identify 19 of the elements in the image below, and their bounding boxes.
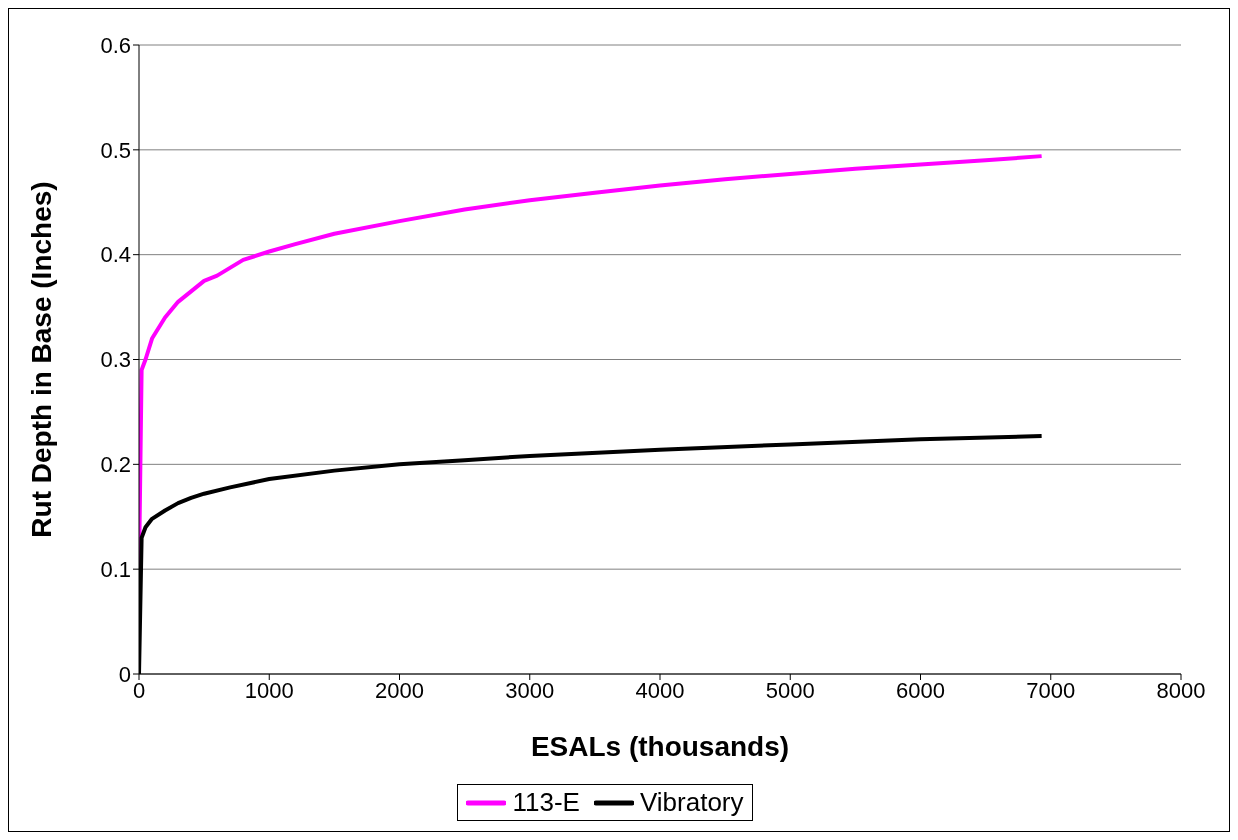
x-tick-label: 7000 (1026, 677, 1076, 703)
x-axis-title: ESALs (thousands) (530, 731, 790, 762)
y-tick-label: 0.4 (100, 242, 131, 268)
y-tick-label: 0.5 (100, 137, 131, 163)
y-tick-label: 0 (118, 661, 131, 687)
x-tick-label: 1000 (244, 677, 294, 703)
y-tick-label: 0.1 (100, 556, 131, 582)
x-tick-label: 3000 (505, 677, 555, 703)
legend-label: 113-E (511, 787, 580, 818)
x-tick-label: 6000 (896, 677, 945, 703)
y-axis-title: Rut Depth in Base (Inches) (25, 181, 57, 538)
x-tick-label: 4000 (635, 677, 685, 703)
y-tick-label: 0.6 (100, 32, 131, 58)
x-tick-label: 8000 (1156, 677, 1206, 703)
y-tick-label: 0.2 (100, 452, 131, 478)
y-tick-label: 0.3 (100, 347, 131, 373)
legend-label: Vibratory (638, 787, 744, 818)
x-tick-label: 5000 (765, 677, 815, 703)
x-tick-label: 2000 (375, 677, 424, 703)
